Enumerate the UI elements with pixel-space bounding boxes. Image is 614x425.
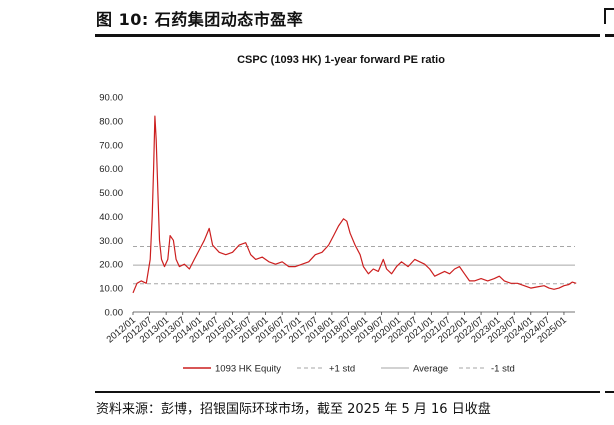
y-tick-label: 0.00 xyxy=(105,308,124,319)
top-rule xyxy=(95,34,600,37)
pe-ratio-line xyxy=(132,115,577,294)
y-tick-label: 90.00 xyxy=(99,93,123,104)
y-tick-label: 50.00 xyxy=(99,188,123,199)
figure-title: 图 10: 石药集团动态市盈率 xyxy=(96,10,304,29)
reference-lines xyxy=(133,246,575,285)
clipped-next-figure-bottom-rule xyxy=(605,391,614,393)
legend-label: -1 std xyxy=(491,364,515,375)
source-note: 资料来源：彭博，招银国际环球市场，截至 2025 年 5 月 16 日收盘 xyxy=(96,402,491,417)
legend-label: 1093 HK Equity xyxy=(215,364,281,375)
legend-label: Average xyxy=(413,364,448,375)
y-tick-label: 10.00 xyxy=(99,284,123,295)
y-tick-label: 70.00 xyxy=(99,140,123,151)
legend: 1093 HK Equity +1 std Average -1 std xyxy=(183,364,515,375)
y-tick-label: 80.00 xyxy=(99,116,123,127)
bottom-rule xyxy=(95,391,600,393)
legend-label: +1 std xyxy=(329,364,355,375)
y-tick-label: 30.00 xyxy=(99,236,123,247)
y-axis: 90.00 80.00 70.00 60.00 50.00 40.00 30.00 20.00… xyxy=(99,93,123,319)
series-lines xyxy=(132,115,577,294)
clipped-next-figure-top-rule xyxy=(605,34,614,37)
x-axis: 2012/012012/072013/012013/072014/012014/… xyxy=(105,311,575,345)
y-tick-label: 60.00 xyxy=(99,164,123,175)
clipped-next-figure-title xyxy=(604,8,614,24)
y-tick-label: 40.00 xyxy=(99,212,123,223)
chart-title: CSPC (1093 HK) 1-year forward PE ratio xyxy=(237,54,445,66)
y-tick-label: 20.00 xyxy=(99,260,123,271)
